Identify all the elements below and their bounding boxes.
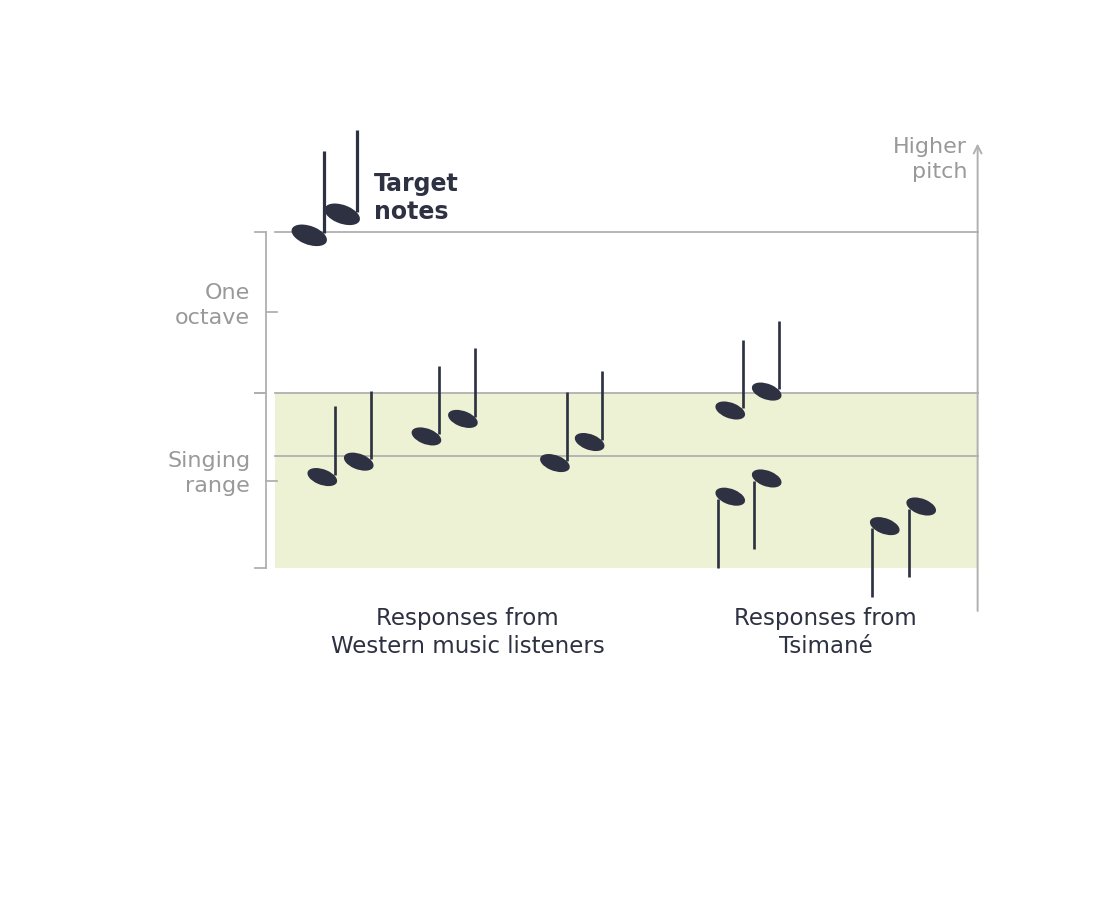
Ellipse shape (448, 410, 478, 428)
Ellipse shape (308, 468, 337, 486)
Ellipse shape (540, 454, 570, 472)
Ellipse shape (291, 225, 327, 246)
Ellipse shape (716, 488, 745, 506)
Text: One
octave: One octave (175, 283, 250, 328)
Ellipse shape (906, 498, 936, 516)
Bar (274, 393, 978, 568)
Ellipse shape (870, 517, 899, 535)
Ellipse shape (716, 401, 745, 420)
Text: Singing
range: Singing range (167, 451, 250, 496)
Text: Higher
pitch: Higher pitch (894, 137, 968, 182)
Text: Responses from
Western music listeners: Responses from Western music listeners (330, 607, 605, 658)
Text: Target
notes: Target notes (374, 172, 459, 224)
Ellipse shape (325, 204, 360, 225)
Ellipse shape (344, 452, 374, 470)
Ellipse shape (575, 433, 605, 451)
Ellipse shape (752, 382, 782, 400)
Text: Responses from
Tsimané: Responses from Tsimané (735, 607, 917, 658)
Ellipse shape (412, 428, 441, 446)
Ellipse shape (752, 470, 782, 488)
